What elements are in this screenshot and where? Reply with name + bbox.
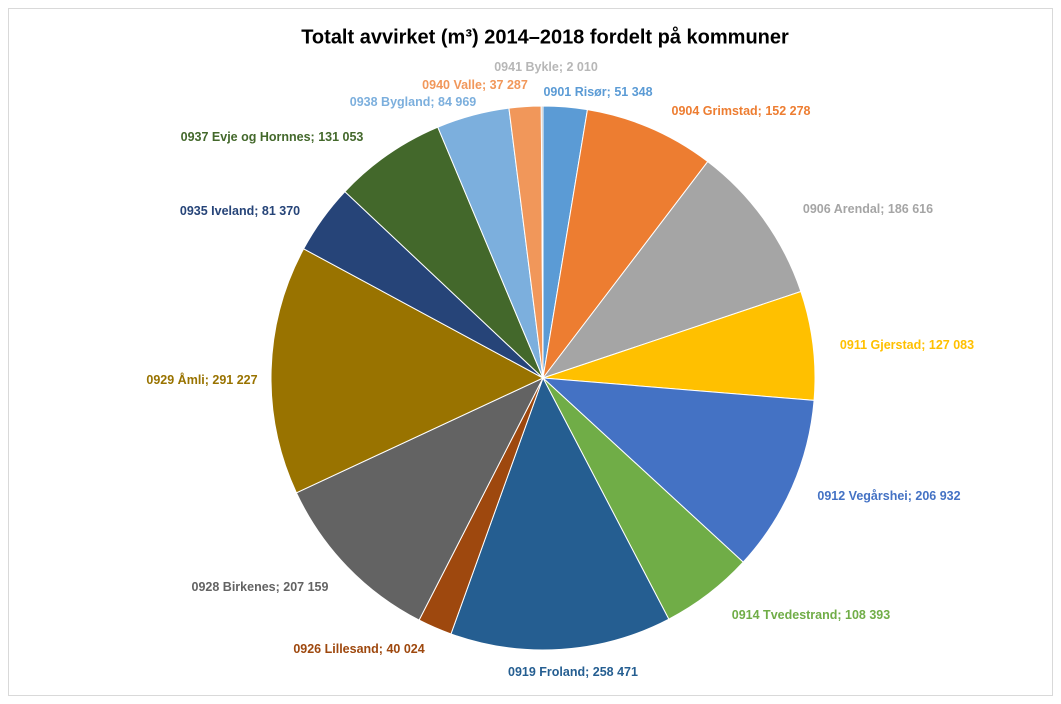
label-category: 0912 Vegårshei <box>817 489 907 503</box>
data-label: 0911 Gjerstad; 127 083 <box>840 338 974 352</box>
label-value: 127 083 <box>929 338 974 352</box>
label-separator: ; <box>276 580 284 594</box>
label-value: 186 616 <box>888 202 933 216</box>
label-category: 0901 Risør <box>543 85 606 99</box>
data-label: 0926 Lillesand; 40 024 <box>293 642 424 656</box>
label-value: 51 348 <box>614 85 652 99</box>
label-category: 0940 Valle <box>422 78 482 92</box>
data-label: 0937 Evje og Hornnes; 131 053 <box>181 130 364 144</box>
label-value: 131 053 <box>318 130 363 144</box>
label-category: 0906 Arendal <box>803 202 880 216</box>
label-category: 0929 Åmli <box>146 372 204 387</box>
label-separator: ; <box>837 608 845 622</box>
label-category: 0938 Bygland <box>350 95 431 109</box>
label-category: 0928 Birkenes <box>192 580 276 594</box>
label-separator: ; <box>559 60 567 74</box>
data-label: 0914 Tvedestrand; 108 393 <box>732 608 890 622</box>
data-label: 0928 Birkenes; 207 159 <box>192 580 329 594</box>
data-label: 0912 Vegårshei; 206 932 <box>817 489 960 503</box>
label-value: 152 278 <box>765 104 810 118</box>
data-label: 0904 Grimstad; 152 278 <box>672 104 811 118</box>
label-separator: ; <box>205 373 213 387</box>
data-label: 0929 Åmli; 291 227 <box>146 372 257 387</box>
label-value: 291 227 <box>212 373 257 387</box>
label-separator: ; <box>880 202 888 216</box>
label-separator: ; <box>482 78 490 92</box>
data-label: 0938 Bygland; 84 969 <box>350 95 477 109</box>
pie-slice <box>542 109 709 379</box>
pie-slice <box>540 105 544 379</box>
data-label: 0935 Iveland; 81 370 <box>180 204 300 218</box>
data-label: 0940 Valle; 37 287 <box>422 78 528 92</box>
label-separator: ; <box>254 204 262 218</box>
data-label: 0919 Froland; 258 471 <box>508 665 638 679</box>
label-value: 37 287 <box>490 78 528 92</box>
pie-slice <box>542 290 816 401</box>
label-separator: ; <box>311 130 319 144</box>
data-label: 0906 Arendal; 186 616 <box>803 202 933 216</box>
pie-slice <box>541 160 802 379</box>
label-separator: ; <box>607 85 615 99</box>
label-separator: ; <box>908 489 916 503</box>
label-category: 0941 Bykle <box>494 60 559 74</box>
chart-title: Totalt avvirket (m³) 2014–2018 fordelt p… <box>301 25 789 48</box>
label-value: 84 969 <box>438 95 476 109</box>
label-value: 207 159 <box>283 580 328 594</box>
label-value: 108 393 <box>845 608 890 622</box>
label-category: 0919 Froland <box>508 665 585 679</box>
pie-slice <box>270 248 545 494</box>
label-value: 40 024 <box>386 642 424 656</box>
data-label: 0941 Bykle; 2 010 <box>494 60 598 74</box>
label-category: 0911 Gjerstad <box>840 338 921 352</box>
label-category: 0914 Tvedestrand <box>732 608 838 622</box>
label-value: 2 010 <box>567 60 598 74</box>
label-separator: ; <box>430 95 438 109</box>
label-category: 0937 Evje og Hornnes <box>181 130 311 144</box>
label-category: 0935 Iveland <box>180 204 254 218</box>
label-category: 0904 Grimstad <box>672 104 758 118</box>
label-value: 81 370 <box>262 204 300 218</box>
pie-slice <box>344 126 544 379</box>
label-separator: ; <box>379 642 387 656</box>
data-label: 0901 Risør; 51 348 <box>543 85 652 99</box>
label-separator: ; <box>758 104 766 118</box>
label-value: 206 932 <box>915 489 960 503</box>
label-separator: ; <box>921 338 929 352</box>
pie-slice <box>541 377 815 563</box>
label-value: 258 471 <box>593 665 638 679</box>
label-separator: ; <box>585 665 593 679</box>
label-category: 0926 Lillesand <box>293 642 378 656</box>
pie-slice <box>295 376 545 621</box>
pie-slice <box>450 376 670 651</box>
